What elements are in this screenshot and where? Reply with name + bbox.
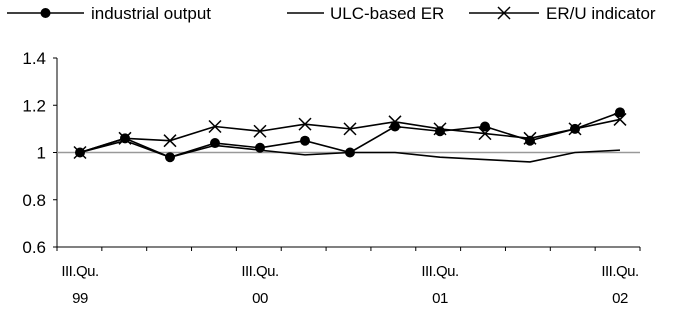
data-point-er-u-indicator [613,112,627,126]
data-point-industrial-output [480,121,490,132]
legend-item-ulc-based-er: ULC-based ER [287,4,444,23]
data-point-industrial-output [615,107,625,118]
legend-label-er-u-indicator: ER/U indicator [546,4,656,23]
y-tick-label: 0.6 [22,238,46,257]
x-tick-label-line2: 01 [432,290,448,307]
data-point-industrial-output [210,138,220,149]
x-tick-label-line2: 02 [612,290,628,307]
data-point-er-u-indicator [208,119,222,134]
data-point-er-u-indicator [253,124,267,138]
x-tick-label-line1: III.Qu. [421,263,458,280]
data-point-industrial-output [75,147,85,158]
y-tick-label: 1.4 [22,49,46,68]
data-point-industrial-output [525,135,535,146]
x-tick-label-line1: III.Qu. [241,263,278,280]
plot-area [57,107,640,163]
legend-label-ulc-based-er: ULC-based ER [330,4,444,23]
legend-marker-er-u-indicator [497,6,511,20]
data-point-industrial-output [345,147,355,158]
data-point-industrial-output [300,135,310,146]
chart-axes: 0.6 0.8 1 1.2 1.4 III.Qu. 99 III.Qu. 00 III.Qu. 01… [22,49,641,307]
legend-item-er-u-indicator: ER/U indicator [469,4,656,23]
data-point-industrial-output [390,121,400,132]
x-tick-label-line2: 99 [72,290,88,307]
data-point-er-u-indicator [343,122,357,136]
data-point-industrial-output [120,133,130,144]
y-tick-label: 1.2 [22,96,46,115]
x-tick-label-line2: 00 [252,290,268,307]
legend-label-industrial-output: industrial output [91,4,211,23]
legend: industrial output ULC-based ER ER/U indica… [7,4,656,23]
data-point-industrial-output [435,126,445,137]
data-point-er-u-indicator [298,117,312,131]
y-tick-label: 0.8 [22,191,46,210]
data-point-industrial-output [255,142,265,153]
y-tick-label: 1 [37,144,46,163]
data-point-industrial-output [165,152,175,163]
data-point-er-u-indicator [163,134,177,148]
x-tick-label-line1: III.Qu. [61,263,98,280]
data-point-industrial-output [570,123,580,134]
x-tick-label-line1: III.Qu. [601,263,638,280]
data-point-er-u-indicator [478,127,492,141]
legend-marker-industrial-output [40,8,51,18]
legend-item-industrial-output: industrial output [7,4,211,23]
